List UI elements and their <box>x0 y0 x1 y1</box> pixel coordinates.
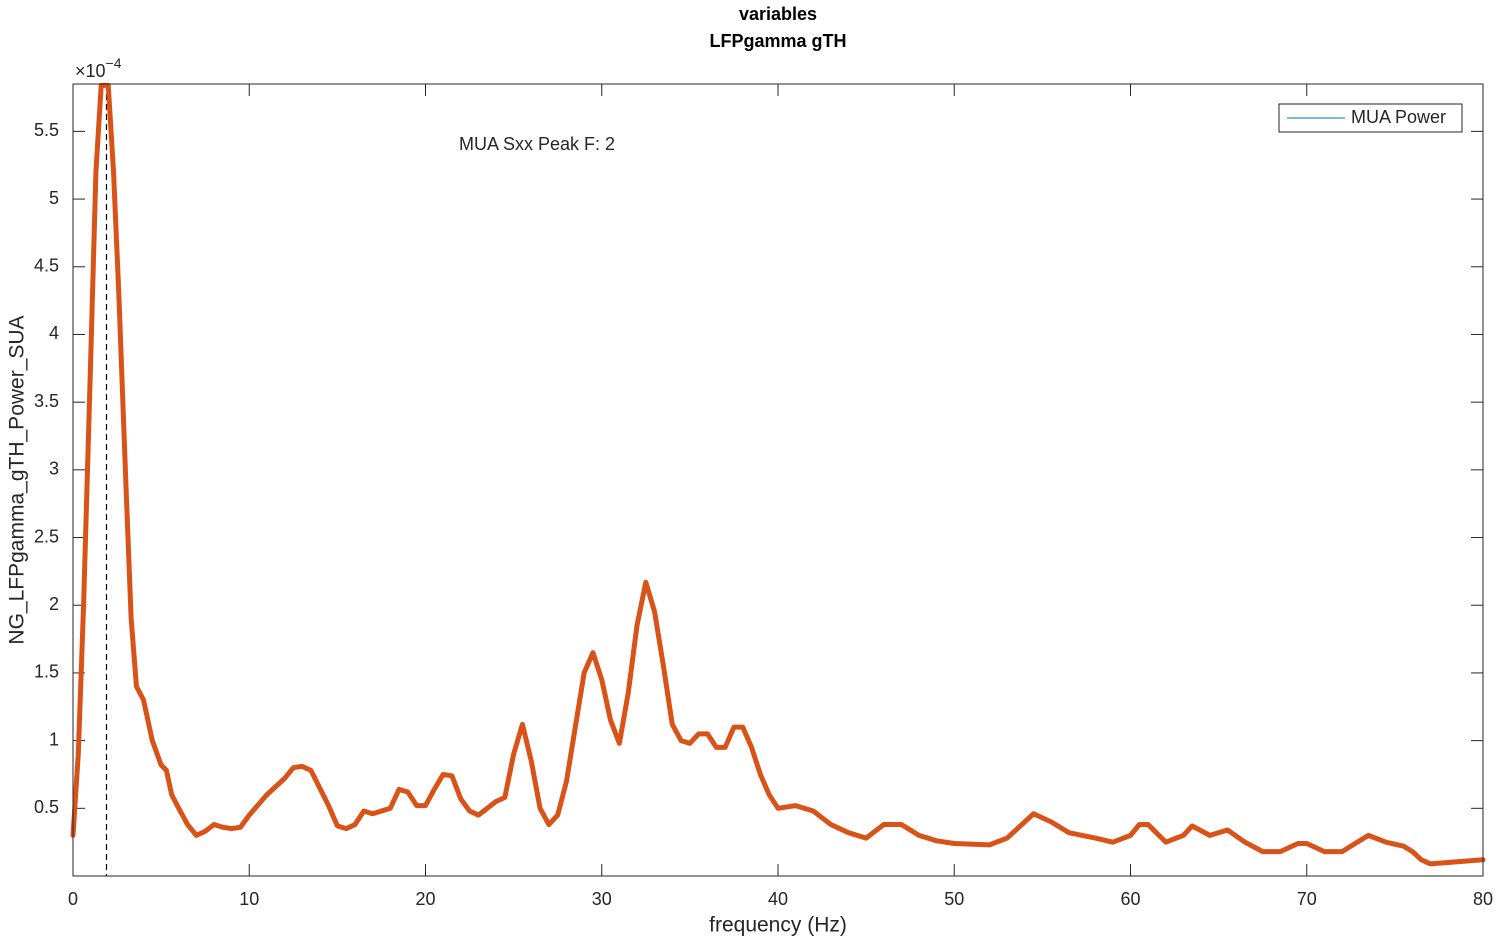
y-tick-label: 4 <box>49 323 59 343</box>
chart-title: variables <box>739 4 817 24</box>
y-multiplier-exponent: −4 <box>106 55 122 71</box>
y-tick-label: 5 <box>49 188 59 208</box>
x-tick-label: 0 <box>68 889 78 909</box>
plot-area <box>73 84 1483 876</box>
y-tick-label: 5.5 <box>34 120 59 140</box>
x-tick-label: 70 <box>1297 889 1317 909</box>
y-multiplier: ×10−4 <box>75 55 122 81</box>
x-tick-label: 40 <box>768 889 788 909</box>
y-tick-label: 4.5 <box>34 256 59 276</box>
y-tick-label: 2 <box>49 594 59 614</box>
y-tick-label: 1 <box>49 729 59 749</box>
y-tick-label: 1.5 <box>34 662 59 682</box>
data-line <box>70 82 1486 867</box>
y-multiplier-base: ×10 <box>75 61 106 81</box>
x-tick-label: 10 <box>239 889 259 909</box>
x-tick-label: 50 <box>944 889 964 909</box>
chart-subtitle: LFPgamma gTH <box>709 31 846 51</box>
y-tick-label: 3 <box>49 459 59 479</box>
y-tick-label: 3.5 <box>34 391 59 411</box>
axes-box <box>72 83 1484 877</box>
x-tick-label: 60 <box>1120 889 1140 909</box>
y-axis-label: NG_LFPgamma_gTH_Power_SUA <box>6 315 29 644</box>
x-tick-label: 20 <box>415 889 435 909</box>
y-tick-label: 0.5 <box>34 797 59 817</box>
annotation: MUA Sxx Peak F: 2 <box>459 134 615 154</box>
x-tick-label: 30 <box>592 889 612 909</box>
x-axis-label: frequency (Hz) <box>709 914 847 937</box>
legend-label: MUA Power <box>1351 107 1446 127</box>
x-tick-label: 80 <box>1473 889 1493 909</box>
y-tick-label: 2.5 <box>34 526 59 546</box>
